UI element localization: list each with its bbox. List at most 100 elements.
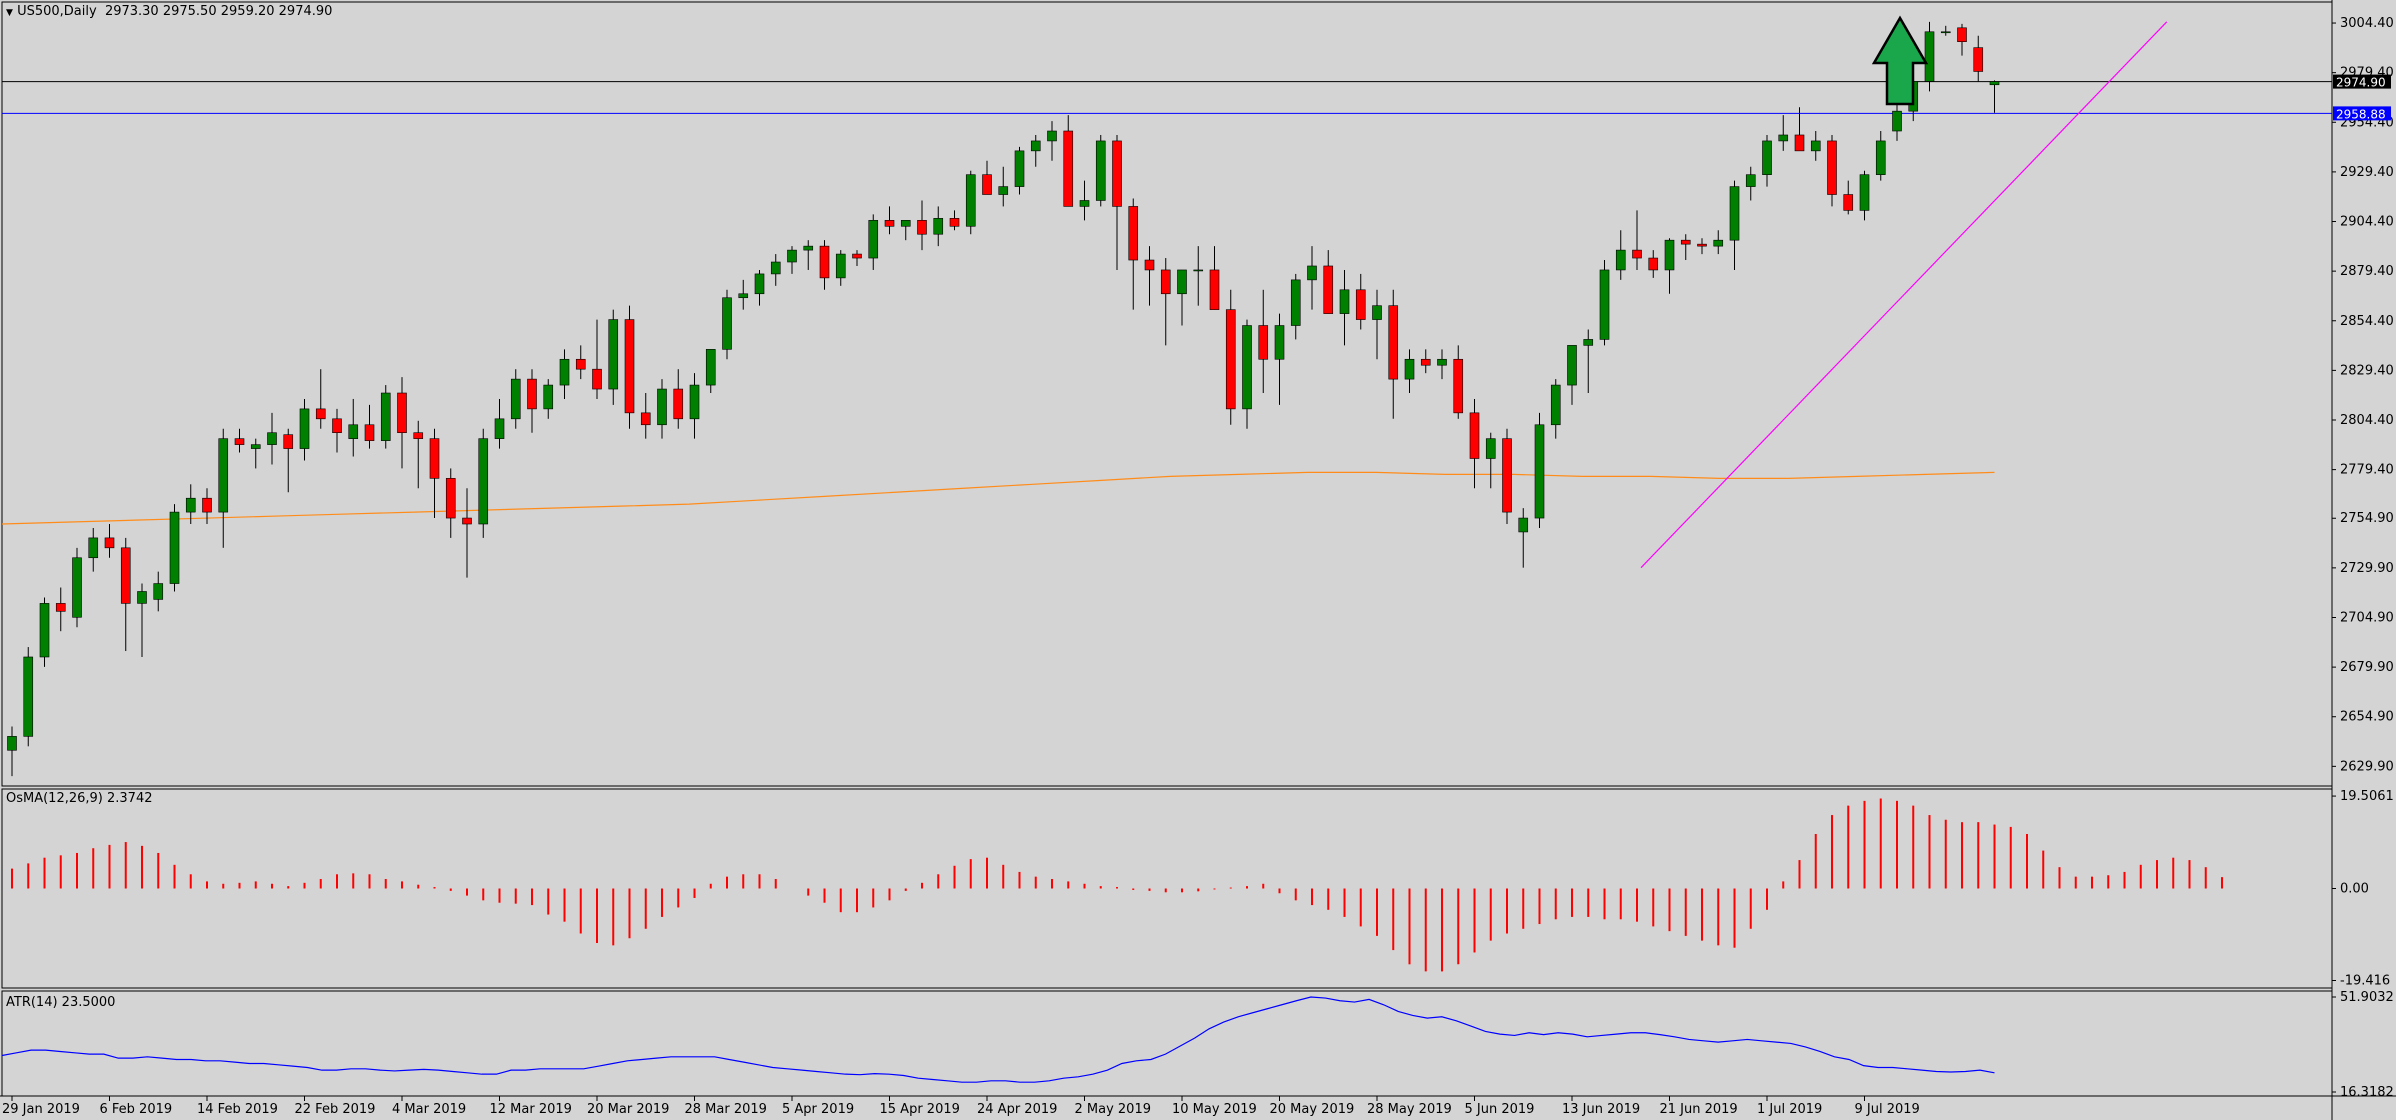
candle-body [722,297,732,350]
candle-body [332,418,342,434]
candle-body [1502,438,1512,513]
candle [900,220,911,241]
atr-panel-frame [1,990,2333,1097]
candle-body [705,349,716,386]
candle [72,547,82,628]
candle [1290,273,1301,340]
candle-body [1339,289,1350,314]
candle-body [1924,31,1935,82]
candle [1323,250,1334,314]
candle [1404,349,1415,394]
candle [429,428,440,519]
atr-tick-label: 16.3182 [2340,1085,2394,1100]
price-tick-label: 2704.90 [2340,610,2394,625]
candle-body [1372,305,1382,320]
candle [397,377,407,469]
moving-average-line [1,471,1995,525]
price-tick-label: 2929.40 [2340,165,2394,180]
candle [1843,180,1854,215]
candle [299,398,310,461]
candle-body [559,358,570,386]
candle [640,393,651,439]
candle [1794,107,1805,152]
candle-body [982,174,992,195]
main-panel-frame [1,1,2333,787]
candle [1762,134,1772,187]
price-tick-label: 2904.40 [2340,215,2394,230]
time-tick-label: 6 Feb 2019 [100,1102,173,1117]
osma-tick-label: 0.00 [2340,882,2369,897]
candle-body [1745,174,1756,187]
candle [185,484,196,525]
candle-body [7,736,17,751]
candle-body [1599,269,1610,340]
candle-body [478,438,489,525]
candle [283,428,294,493]
candle-body [1615,249,1626,271]
candle [624,305,635,429]
candle [1469,398,1480,489]
candle-body [1144,259,1155,271]
candle [787,246,797,274]
candle-body [1567,345,1577,386]
candle [1485,432,1496,489]
candle-body [1193,269,1204,272]
candle [445,468,456,538]
symbol-label: US500,Daily [17,4,97,19]
candle [1242,319,1252,429]
candle [1648,250,1659,278]
current-price-tag-label: 2974.90 [2336,76,2386,90]
candle-body [673,388,684,420]
up-arrow-icon[interactable] [1871,15,1929,106]
candle-body [429,438,440,479]
candle-body [104,537,115,549]
candle [1030,134,1041,167]
candle-body [267,432,277,445]
candle [234,428,245,453]
candle [543,379,554,419]
candle [803,240,814,270]
trendline[interactable] [1640,21,2168,569]
candle-body [527,378,537,410]
candle-body [1810,140,1821,152]
candle [39,597,50,667]
candle [689,373,700,439]
atr-line [1,996,1995,1083]
candle [657,379,667,439]
candle-body [1697,243,1707,247]
candle-body [1177,269,1187,295]
osma-panel-frame [1,788,2333,989]
candle-body [397,392,407,434]
candle-body [1242,325,1252,410]
time-tick-label: 14 Feb 2019 [197,1102,278,1117]
candle [1453,345,1464,419]
candle-body [348,424,359,439]
time-tick-label: 12 Mar 2019 [490,1102,572,1117]
candle [1209,246,1220,310]
candle [722,289,732,360]
candle [1989,80,2000,113]
candle [1095,134,1106,207]
candle [852,250,862,266]
candle [884,206,895,235]
candle-body [868,220,879,259]
candle-body [202,497,212,513]
chart-menu-caret-icon[interactable]: ▼ [6,8,13,18]
candle-body [1095,140,1106,201]
candle [1160,258,1171,346]
candle [949,210,960,231]
candle [1859,170,1870,221]
candle-body [1550,384,1561,426]
candle [1420,349,1431,374]
candle [1778,115,1789,151]
candle [1225,289,1236,425]
candle-body [1875,140,1886,175]
price-tick-label: 3004.40 [2340,16,2394,31]
candle [137,583,147,657]
candle [1583,329,1594,394]
candle-body [169,511,180,584]
candle-body [364,424,375,441]
candle [1729,180,1740,270]
candle-body [689,384,700,420]
